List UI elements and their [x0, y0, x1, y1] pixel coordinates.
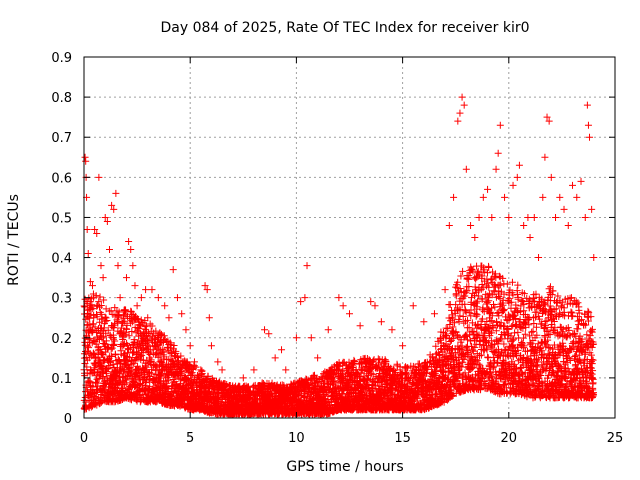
data-point: [120, 367, 128, 375]
data-point: [121, 307, 129, 315]
data-point: [98, 315, 106, 323]
data-point: [121, 380, 129, 388]
data-point: [91, 323, 99, 331]
data-point: [133, 370, 141, 378]
data-point: [174, 353, 182, 361]
data-point: [85, 305, 93, 313]
data-point: [119, 330, 127, 338]
data-point: [123, 321, 131, 329]
data-point: [132, 384, 140, 392]
data-point: [104, 326, 112, 334]
data-point: [121, 317, 129, 325]
data-point: [101, 313, 109, 321]
data-point: [160, 332, 168, 340]
data-point: [84, 335, 92, 343]
data-point: [135, 366, 143, 374]
data-point: [189, 383, 197, 391]
data-point: [114, 355, 122, 363]
data-point: [89, 383, 97, 391]
data-point: [142, 363, 150, 371]
data-point: [133, 315, 141, 323]
data-point: [500, 307, 508, 315]
data-point: [89, 320, 97, 328]
data-point: [81, 303, 89, 311]
data-point: [158, 369, 166, 377]
data-point: [138, 391, 146, 399]
data-point: [172, 349, 180, 357]
data-point: [175, 374, 183, 382]
data-point: [160, 348, 168, 356]
data-point: [132, 376, 140, 384]
data-point: [494, 358, 502, 366]
data-point: [177, 352, 185, 360]
data-point: [101, 378, 109, 386]
data-point: [117, 360, 125, 368]
data-point: [86, 321, 94, 329]
data-points: [80, 93, 598, 418]
data-point: [96, 345, 104, 353]
data-point: [120, 341, 128, 349]
data-point: [100, 296, 108, 304]
data-point: [88, 301, 96, 309]
data-point: [167, 341, 175, 349]
chart-title: Day 084 of 2025, Rate Of TEC Index for r…: [160, 20, 529, 36]
data-point: [483, 269, 491, 277]
data-point: [92, 292, 100, 300]
data-point: [457, 272, 465, 280]
data-point: [108, 353, 116, 361]
data-point: [111, 350, 119, 358]
data-point: [110, 340, 118, 348]
data-point: [192, 363, 200, 371]
data-point: [96, 303, 104, 311]
data-point: [97, 301, 105, 309]
data-point: [459, 267, 467, 275]
data-point: [141, 317, 149, 325]
data-point: [84, 342, 92, 350]
data-point: [98, 334, 106, 342]
data-point: [93, 313, 101, 321]
data-point: [148, 366, 156, 374]
data-point: [178, 367, 186, 375]
data-point: [125, 371, 133, 379]
data-point: [152, 327, 160, 335]
data-point: [107, 345, 115, 353]
data-point: [128, 328, 136, 336]
data-point: [89, 305, 97, 313]
data-point: [94, 379, 102, 387]
data-point: [164, 376, 172, 384]
data-point: [166, 344, 174, 352]
data-point: [109, 360, 117, 368]
data-point: [90, 366, 98, 374]
data-point: [170, 341, 178, 349]
data-point: [86, 298, 94, 306]
data-point: [96, 293, 104, 301]
data-point: [164, 384, 172, 392]
data-point: [478, 262, 486, 270]
data-point: [95, 298, 103, 306]
data-point: [125, 332, 133, 340]
data-point: [156, 371, 164, 379]
data-point: [102, 337, 110, 345]
data-point: [148, 322, 156, 330]
data-point: [130, 336, 138, 344]
data-point: [84, 321, 92, 329]
data-point: [117, 324, 125, 332]
data-point: [152, 364, 160, 372]
data-point: [111, 337, 119, 345]
data-point: [147, 356, 155, 364]
data-point: [462, 343, 470, 351]
data-point: [85, 344, 93, 352]
data-point: [118, 373, 126, 381]
data-point: [103, 317, 111, 325]
data-point: [90, 314, 98, 322]
data-point: [483, 298, 491, 306]
data-point: [120, 314, 128, 322]
data-point: [188, 365, 196, 373]
